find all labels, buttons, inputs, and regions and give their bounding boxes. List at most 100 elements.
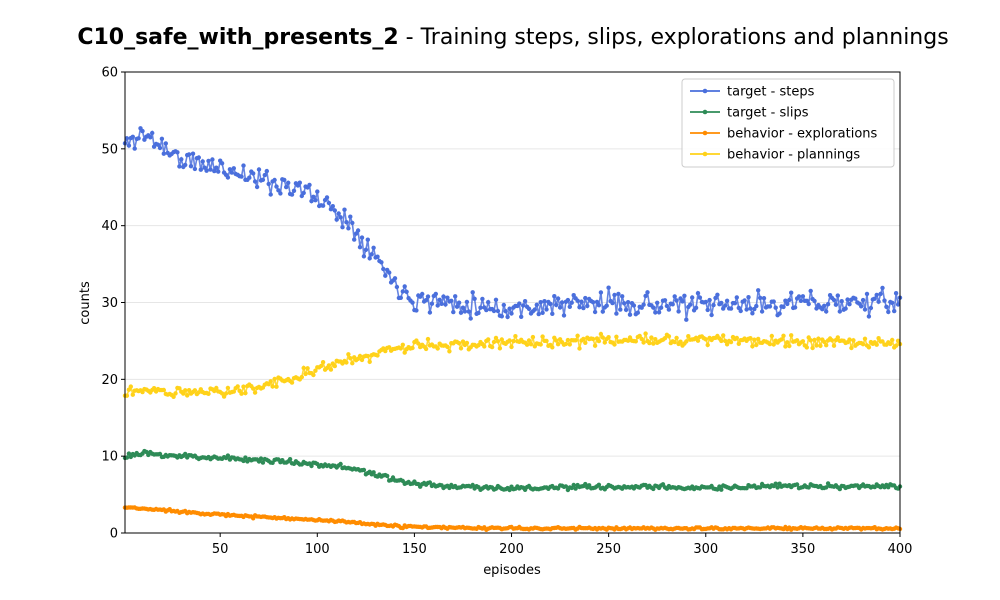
series-behavior-explorations: [122, 505, 903, 532]
data-point: [472, 296, 477, 301]
data-point: [792, 305, 798, 310]
data-point: [561, 313, 567, 318]
data-point: [618, 307, 623, 312]
y-tick-label: 20: [101, 373, 118, 388]
data-point: [511, 338, 516, 344]
data-point: [489, 344, 495, 350]
data-point: [641, 340, 646, 345]
data-point: [181, 391, 186, 396]
data-point: [303, 371, 308, 377]
data-point: [895, 302, 901, 307]
data-point: [676, 309, 681, 314]
data-point: [845, 297, 850, 302]
data-point: [458, 310, 464, 315]
data-point: [783, 298, 788, 303]
data-point: [719, 338, 724, 344]
data-point: [309, 198, 314, 204]
data-point: [526, 338, 532, 343]
data-point: [758, 295, 763, 301]
data-point: [738, 308, 743, 314]
data-point: [320, 360, 326, 365]
data-point: [387, 270, 392, 275]
data-point: [491, 308, 497, 314]
data-point: [346, 226, 351, 231]
data-point: [732, 301, 738, 306]
data-point: [266, 181, 271, 187]
data-point: [625, 300, 631, 305]
data-point: [728, 339, 734, 345]
data-point: [596, 303, 602, 308]
data-point: [499, 337, 504, 342]
data-point: [200, 159, 205, 164]
data-point: [313, 198, 318, 203]
x-tick-label: 150: [402, 542, 427, 557]
data-point: [787, 297, 792, 303]
data-point: [486, 300, 491, 305]
data-point: [789, 290, 794, 295]
data-point: [480, 296, 485, 302]
data-point: [361, 467, 367, 473]
data-point: [171, 394, 176, 399]
data-point: [484, 307, 489, 313]
data-point: [794, 338, 800, 343]
data-point: [371, 470, 376, 475]
data-point: [707, 297, 712, 303]
data-point: [441, 294, 446, 299]
data-point: [375, 254, 380, 259]
data-point: [299, 374, 304, 380]
data-point: [309, 463, 314, 469]
data-point: [862, 336, 868, 341]
data-point: [728, 306, 734, 311]
data-point: [509, 311, 514, 316]
data-point: [443, 302, 448, 307]
legend-swatch-marker: [702, 130, 708, 136]
data-point: [387, 345, 392, 350]
data-point: [674, 335, 679, 341]
series-line: [124, 126, 901, 320]
data-point: [853, 296, 858, 301]
data-point: [254, 184, 260, 190]
data-point: [404, 289, 409, 294]
data-point: [592, 309, 598, 315]
data-point: [208, 167, 213, 172]
data-point: [771, 342, 776, 347]
data-point: [192, 166, 198, 172]
data-point: [462, 309, 468, 314]
data-point: [651, 305, 656, 310]
data-point: [824, 485, 829, 490]
data-point: [425, 294, 431, 299]
data-point: [767, 341, 773, 347]
data-point: [874, 342, 879, 347]
data-point: [503, 309, 508, 314]
data-point: [752, 337, 757, 342]
data-point: [206, 391, 211, 396]
data-point: [243, 455, 248, 460]
data-point: [758, 485, 763, 490]
data-point: [748, 306, 753, 311]
data-point: [270, 384, 275, 389]
data-point: [394, 284, 400, 290]
data-point: [427, 310, 433, 315]
data-point: [831, 343, 837, 348]
data-point: [344, 220, 349, 225]
data-point: [468, 316, 473, 321]
data-point: [124, 455, 130, 460]
data-point: [400, 342, 405, 347]
data-point: [577, 305, 582, 310]
data-point: [874, 292, 879, 298]
data-point: [555, 342, 561, 347]
data-point: [565, 297, 571, 303]
data-point: [454, 304, 460, 309]
data-point: [724, 298, 730, 303]
data-point: [643, 293, 648, 299]
data-point: [219, 391, 225, 396]
legend-entry: behavior - explorations: [690, 127, 878, 142]
data-point: [695, 291, 701, 296]
data-point: [804, 345, 809, 350]
data-point: [367, 359, 372, 364]
data-point: [251, 171, 256, 176]
data-point: [756, 288, 761, 293]
data-point: [785, 340, 790, 345]
data-point: [872, 296, 877, 301]
data-point: [241, 458, 246, 464]
